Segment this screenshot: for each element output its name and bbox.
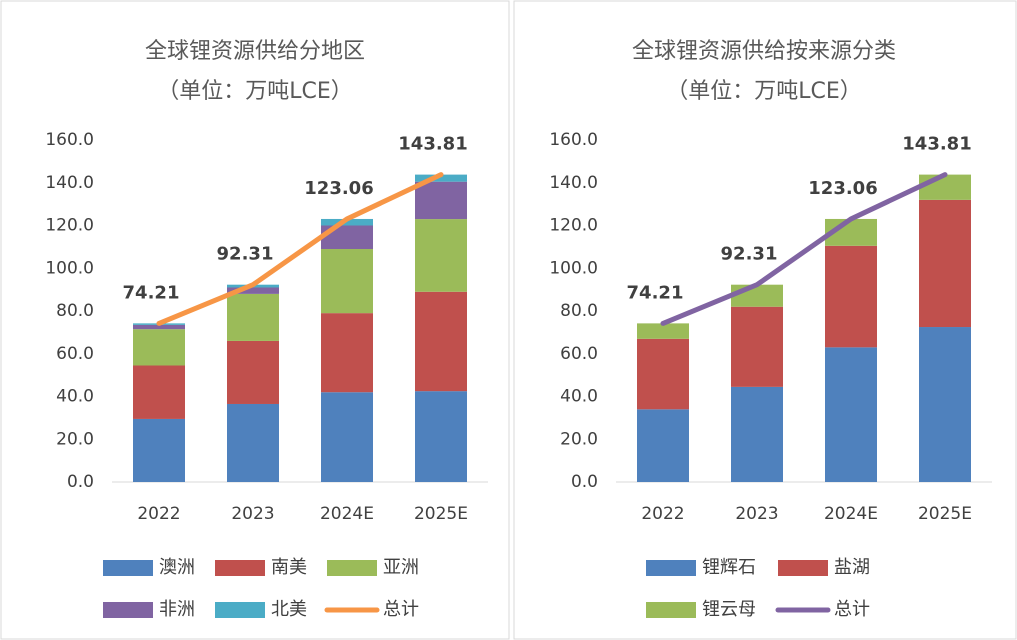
data-label: 92.31: [217, 244, 274, 265]
legend-swatch: [103, 602, 153, 618]
y-tick-label: 100.0: [549, 258, 598, 278]
bar-segment: [227, 293, 279, 341]
y-tick-label: 100.0: [45, 258, 94, 278]
bar-segment: [731, 386, 783, 482]
legend-swatch: [646, 602, 696, 618]
bar-segment: [637, 323, 689, 339]
y-tick-label: 60.0: [56, 344, 94, 364]
bar-segment: [415, 181, 467, 220]
total-line: [156, 172, 444, 326]
y-tick-label: 80.0: [560, 301, 598, 321]
bar-segment: [133, 418, 185, 482]
data-label: 143.81: [902, 134, 971, 155]
bar-segment: [321, 218, 373, 226]
chart-title: 全球锂资源供给按来源分类: [632, 39, 896, 64]
bar-segment: [731, 306, 783, 387]
legend-label: 非洲: [159, 599, 195, 620]
legend-label: 总计: [383, 599, 419, 620]
legend-label: 南美: [271, 557, 307, 578]
legend-label: 北美: [271, 599, 307, 620]
legend-swatch: [327, 560, 377, 576]
bar-segment: [227, 287, 279, 294]
x-tick-label: 2024E: [320, 504, 374, 524]
legend-swatch: [646, 560, 696, 576]
y-tick-label: 140.0: [45, 173, 94, 193]
x-tick-label: 2022: [641, 504, 684, 524]
data-label: 92.31: [721, 244, 778, 265]
x-tick-label: 2025E: [414, 504, 468, 524]
panel-frame: [0, 0, 510, 640]
x-tick-label: 2022: [137, 504, 180, 524]
legend-label: 亚洲: [383, 557, 419, 578]
bar-segment: [825, 347, 877, 482]
panel-frame: [513, 0, 1017, 640]
x-tick-label: 2025E: [918, 504, 972, 524]
y-tick-label: 20.0: [560, 429, 598, 449]
legend-label: 锂云母: [702, 599, 756, 620]
y-tick-label: 60.0: [560, 344, 598, 364]
total-line: [660, 172, 948, 326]
legend-label: 盐湖: [834, 557, 870, 578]
legend-swatch: [215, 560, 265, 576]
x-tick-label: 2023: [735, 504, 778, 524]
data-label: 74.21: [123, 282, 180, 303]
bar-segment: [415, 219, 467, 292]
bar-segment: [133, 365, 185, 419]
y-tick-label: 120.0: [45, 216, 94, 236]
data-label: 143.81: [398, 134, 467, 155]
chart-title: 全球锂资源供给分地区: [145, 39, 365, 64]
data-label: 123.06: [808, 178, 877, 199]
y-tick-label: 0.0: [571, 472, 598, 492]
y-tick-label: 0.0: [67, 472, 94, 492]
bar-segment: [321, 249, 373, 314]
legend-swatch: [215, 602, 265, 618]
bar-segment: [919, 327, 971, 482]
bar-segment: [133, 324, 185, 330]
legend-label: 澳洲: [159, 557, 195, 578]
legend-label: 锂辉石: [702, 557, 756, 578]
y-tick-label: 40.0: [560, 387, 598, 407]
bar-segment: [321, 225, 373, 250]
bar-segment: [637, 409, 689, 482]
data-label: 123.06: [304, 178, 373, 199]
y-tick-label: 80.0: [56, 301, 94, 321]
bar-segment: [415, 391, 467, 482]
legend-swatch: [103, 560, 153, 576]
bar-segment: [321, 313, 373, 393]
y-tick-label: 160.0: [45, 130, 94, 150]
y-tick-label: 40.0: [56, 387, 94, 407]
bar-segment: [637, 338, 689, 410]
bar-segment: [227, 340, 279, 404]
legend-label: 总计: [834, 599, 870, 620]
y-tick-label: 160.0: [549, 130, 598, 150]
bar-segment: [133, 329, 185, 366]
bar-segment: [919, 199, 971, 328]
data-label: 74.21: [627, 282, 684, 303]
bar-segment: [415, 174, 467, 182]
x-tick-label: 2023: [231, 504, 274, 524]
y-tick-label: 20.0: [56, 429, 94, 449]
bar-segment: [415, 291, 467, 392]
y-tick-label: 120.0: [549, 216, 598, 236]
y-tick-label: 140.0: [549, 173, 598, 193]
bar-segment: [731, 284, 783, 307]
x-tick-label: 2024E: [824, 504, 878, 524]
chart-subtitle: （单位：万吨LCE）: [157, 79, 353, 104]
bar-segment: [321, 392, 373, 482]
chart-subtitle: （单位：万吨LCE）: [666, 79, 862, 104]
legend-swatch: [778, 560, 828, 576]
bar-segment: [825, 245, 877, 348]
bar-segment: [227, 403, 279, 482]
bar-segment: [919, 174, 971, 200]
